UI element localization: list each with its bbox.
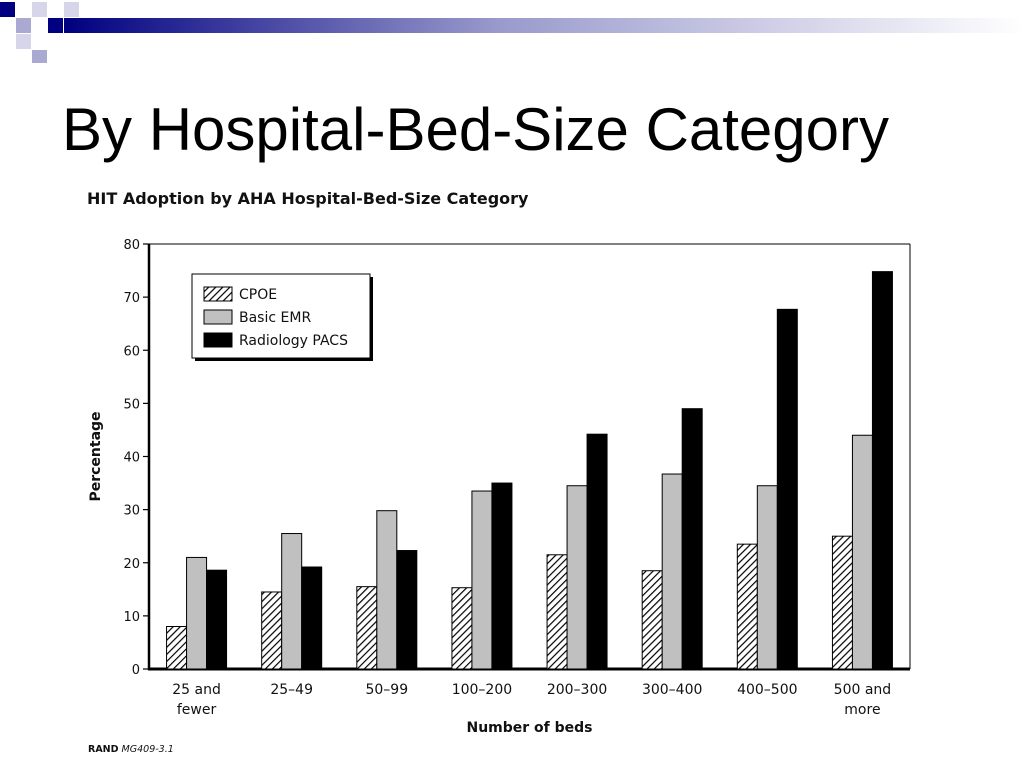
bar-radiology-pacs <box>206 569 228 670</box>
x-tick-label-line: fewer <box>177 702 217 718</box>
source-code: MG409-3.1 <box>121 744 174 755</box>
legend-label: Basic EMR <box>239 310 311 326</box>
x-tick-label-line: more <box>844 702 880 718</box>
x-tick-label-line: 50–99 <box>365 682 408 698</box>
x-tick-label: 200–300 <box>547 682 607 698</box>
bar-radiology-pacs <box>301 566 323 670</box>
bar-radiology-pacs <box>681 408 703 670</box>
x-tick-label-line: 100–200 <box>452 682 512 698</box>
bar-basic-emr <box>851 434 873 670</box>
legend-swatch <box>203 332 233 348</box>
bar-cpoe <box>641 570 663 670</box>
y-tick-label: 30 <box>123 504 140 519</box>
y-tick-label: 80 <box>123 238 140 253</box>
bar-cpoe <box>261 591 283 670</box>
decoration-square <box>32 2 47 17</box>
y-axis-label: Percentage <box>88 411 104 501</box>
bar-cpoe <box>166 626 188 670</box>
y-tick-label: 20 <box>123 557 140 572</box>
bar-cpoe <box>451 587 473 670</box>
bar-radiology-pacs <box>776 308 798 670</box>
decoration-square <box>0 2 15 17</box>
x-tick-label-line: 500 and <box>834 682 892 698</box>
x-tick-label-line: 200–300 <box>547 682 607 698</box>
bar-radiology-pacs <box>586 433 608 670</box>
decoration-square <box>16 34 31 49</box>
bar-cpoe <box>356 586 378 670</box>
chart-title: HIT Adoption by AHA Hospital-Bed-Size Ca… <box>87 189 529 208</box>
x-tick-label-line: 25 and <box>172 682 221 698</box>
source-prefix: RAND <box>88 744 119 755</box>
legend-swatch <box>203 309 233 325</box>
bar-basic-emr <box>281 533 303 670</box>
x-tick-label: 50–99 <box>365 682 408 698</box>
bar-basic-emr <box>471 490 493 670</box>
decoration-gradient-bar <box>64 18 1024 33</box>
bar-basic-emr <box>661 473 683 670</box>
x-tick-label: 300–400 <box>642 682 702 698</box>
slide-decoration <box>0 2 1024 63</box>
decoration-square <box>32 50 47 63</box>
y-tick-label: 60 <box>123 344 140 359</box>
slide-title: By Hospital-Bed-Size Category <box>62 96 890 163</box>
bar-basic-emr <box>376 510 398 670</box>
bar-cpoe <box>546 554 568 670</box>
y-tick-label: 40 <box>123 451 140 466</box>
y-tick-label: 50 <box>123 397 140 412</box>
bar-radiology-pacs <box>491 482 513 670</box>
x-tick-label: 25 and fewer <box>172 682 221 718</box>
x-axis-label: Number of beds <box>466 720 592 736</box>
legend: CPOE Basic EMR Radiology PACS <box>191 273 373 361</box>
bar-cpoe <box>831 535 853 670</box>
x-tick-label: 500 and more <box>834 682 892 718</box>
bars <box>166 271 893 670</box>
legend-label: CPOE <box>239 287 277 303</box>
x-tick-label-line: 400–500 <box>737 682 797 698</box>
legend-label: Radiology PACS <box>239 333 348 349</box>
y-tick-label: 70 <box>123 291 140 306</box>
x-tick-label-line: 300–400 <box>642 682 702 698</box>
y-tick-label: 0 <box>132 663 140 678</box>
x-tick-label: 400–500 <box>737 682 797 698</box>
legend-swatch <box>203 286 233 302</box>
bar-basic-emr <box>186 556 208 670</box>
decoration-square <box>48 18 63 33</box>
x-tick-label: 25–49 <box>270 682 313 698</box>
bar-basic-emr <box>566 485 588 670</box>
x-tick-label: 100–200 <box>452 682 512 698</box>
bar-radiology-pacs <box>871 271 893 670</box>
decoration-square <box>64 2 79 17</box>
x-tick-label-line: 25–49 <box>270 682 313 698</box>
y-tick-label: 10 <box>123 610 140 625</box>
source-note: RAND MG409-3.1 <box>88 744 174 755</box>
bar-radiology-pacs <box>396 550 418 670</box>
decoration-square <box>16 18 31 33</box>
bar-cpoe <box>736 543 758 670</box>
bar-basic-emr <box>756 485 778 670</box>
